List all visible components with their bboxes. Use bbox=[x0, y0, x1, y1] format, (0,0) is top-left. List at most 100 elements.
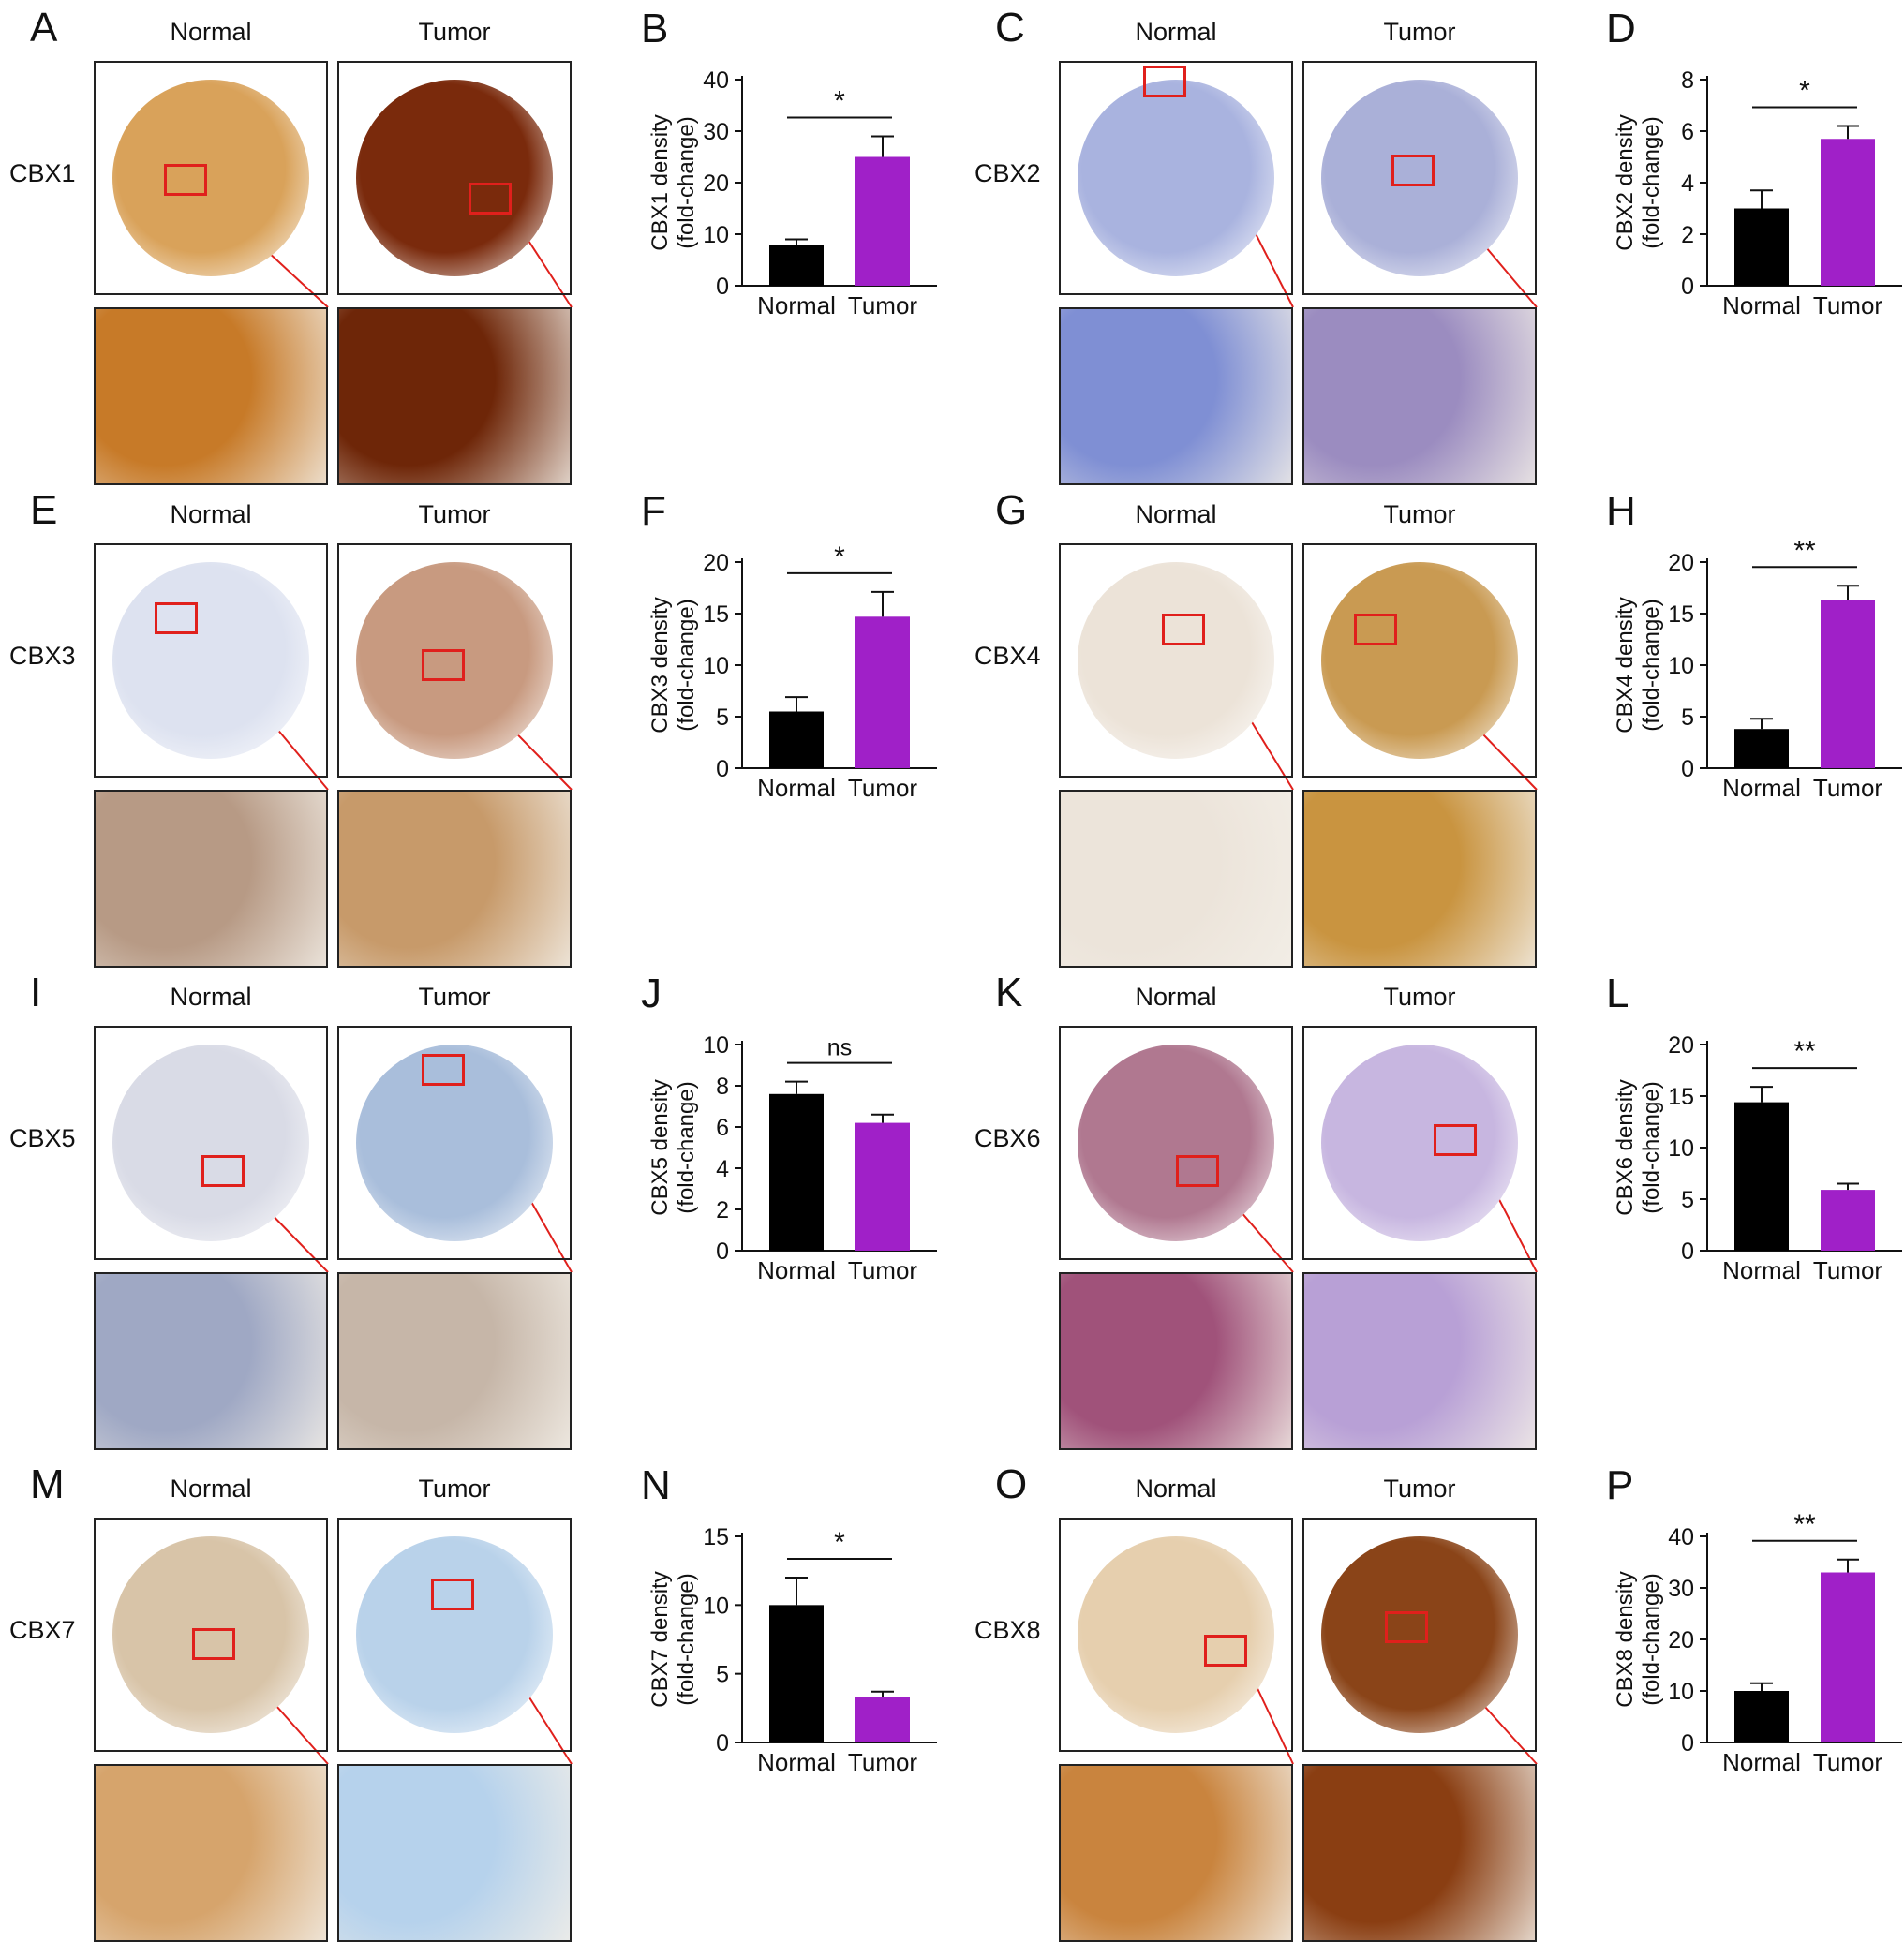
y-axis-label: CBX5 density bbox=[647, 1079, 673, 1215]
y-tick-label: 20 bbox=[1668, 1032, 1694, 1059]
tissue-core bbox=[356, 1045, 553, 1241]
bar-chart: P 0 10 20 30 40 CBX8 density (fold-change) Norma… bbox=[1606, 1462, 1902, 1776]
y-tick-label: 30 bbox=[1668, 1576, 1694, 1602]
y-tick-label: 15 bbox=[703, 601, 729, 628]
normal-tissue-core-image bbox=[94, 61, 328, 295]
tumor-label: Tumor bbox=[1383, 500, 1456, 528]
significance-marker: ** bbox=[1793, 1036, 1816, 1067]
y-axis-label: CBX8 density bbox=[1613, 1571, 1638, 1707]
y-tick-label: 20 bbox=[1668, 550, 1694, 576]
y-axis-label: (fold-change) bbox=[1639, 1081, 1664, 1213]
panel-letter: A bbox=[30, 5, 58, 51]
y-tick-label: 10 bbox=[703, 1593, 729, 1619]
tumor-label: Tumor bbox=[418, 18, 491, 46]
y-tick-label: 0 bbox=[1681, 274, 1694, 300]
tissue-core bbox=[112, 562, 309, 759]
tumor-zoom-image bbox=[337, 1764, 572, 1942]
normal-roi-box bbox=[201, 1154, 245, 1187]
panel-letter: L bbox=[1606, 971, 1629, 1016]
y-tick-label: 6 bbox=[1681, 119, 1694, 145]
tumor-tissue-core-image bbox=[337, 1518, 572, 1752]
y-tick-label: 10 bbox=[1668, 653, 1694, 679]
tumor-tissue-core-image bbox=[337, 61, 572, 295]
x-tick-label: Tumor bbox=[848, 291, 917, 319]
y-tick-label: 15 bbox=[703, 1524, 729, 1550]
normal-zoom-image bbox=[1059, 790, 1293, 968]
bar-chart: J 0 2 4 6 8 10 CBX5 density (fold-change) Normal T… bbox=[641, 971, 937, 1284]
x-tick-label: Normal bbox=[757, 291, 836, 319]
panel-letter: D bbox=[1606, 6, 1636, 52]
normal-zoom-image bbox=[94, 1272, 328, 1450]
bar-normal bbox=[769, 1605, 824, 1742]
panel-letter: P bbox=[1606, 1462, 1633, 1508]
bar-chart: D 0 2 4 6 8 CBX2 density (fold-change) Normal Tum… bbox=[1606, 6, 1902, 319]
y-tick-label: 15 bbox=[1668, 1084, 1694, 1110]
tissue-core bbox=[112, 1045, 309, 1241]
gene-label: CBX7 bbox=[9, 1616, 76, 1644]
tumor-roi-box bbox=[422, 1054, 465, 1086]
y-tick-label: 5 bbox=[716, 1662, 729, 1688]
tissue-core bbox=[112, 80, 309, 276]
y-axis-label: CBX3 density bbox=[647, 597, 673, 733]
normal-tissue-core-image bbox=[1059, 543, 1293, 778]
bar-tumor bbox=[855, 156, 910, 286]
y-axis-label: (fold-change) bbox=[674, 116, 699, 248]
x-tick-label: Normal bbox=[757, 1256, 836, 1284]
normal-zoom-image bbox=[94, 790, 328, 968]
y-tick-label: 4 bbox=[716, 1156, 729, 1182]
y-tick-label: 30 bbox=[703, 119, 729, 145]
bar-tumor bbox=[1821, 600, 1875, 768]
normal-tissue-core-image bbox=[1059, 1026, 1293, 1260]
x-tick-label: Tumor bbox=[1813, 1256, 1882, 1284]
y-tick-label: 0 bbox=[1681, 756, 1694, 782]
tissue-core bbox=[356, 562, 553, 759]
tissue-core bbox=[112, 1536, 309, 1733]
significance-marker: * bbox=[1799, 76, 1810, 107]
y-tick-label: 5 bbox=[1681, 704, 1694, 731]
tumor-zoom-image bbox=[337, 790, 572, 968]
normal-roi-box bbox=[1143, 66, 1186, 97]
bar-normal bbox=[769, 245, 824, 286]
normal-label: Normal bbox=[170, 18, 252, 46]
gene-label: CBX6 bbox=[974, 1124, 1041, 1152]
tissue-core bbox=[356, 80, 553, 276]
tumor-zoom-image bbox=[337, 1272, 572, 1450]
y-axis-label: (fold-change) bbox=[674, 599, 699, 731]
panel-letter: F bbox=[641, 488, 666, 534]
y-tick-label: 0 bbox=[716, 1238, 729, 1265]
tumor-roi-box bbox=[431, 1579, 474, 1610]
tumor-zoom-image bbox=[1302, 790, 1537, 968]
panel-letter: K bbox=[995, 970, 1023, 1015]
tumor-zoom-image bbox=[1302, 1764, 1537, 1942]
bar-chart: F 0 5 10 15 20 CBX3 density (fold-change) Normal… bbox=[641, 488, 937, 802]
y-axis-label: (fold-change) bbox=[674, 1081, 699, 1213]
panel-letter: B bbox=[641, 6, 668, 52]
panel-letter: J bbox=[641, 971, 662, 1016]
y-tick-label: 10 bbox=[1668, 1135, 1694, 1162]
x-tick-label: Normal bbox=[1722, 291, 1801, 319]
tumor-zoom-image bbox=[337, 307, 572, 485]
x-tick-label: Normal bbox=[757, 1748, 836, 1776]
y-axis-label: CBX6 density bbox=[1613, 1079, 1638, 1215]
y-tick-label: 2 bbox=[716, 1197, 729, 1223]
x-tick-label: Tumor bbox=[848, 1256, 917, 1284]
normal-roi-box bbox=[1176, 1154, 1219, 1187]
y-axis-label: (fold-change) bbox=[1639, 1573, 1664, 1705]
normal-zoom-image bbox=[94, 307, 328, 485]
bar-tumor bbox=[855, 616, 910, 768]
tumor-roi-box bbox=[1384, 1611, 1428, 1643]
y-tick-label: 40 bbox=[1668, 1524, 1694, 1550]
y-tick-label: 0 bbox=[716, 1730, 729, 1757]
tissue-core bbox=[1321, 1045, 1518, 1241]
normal-tissue-core-image bbox=[94, 543, 328, 778]
panel-letter: C bbox=[995, 5, 1025, 51]
tissue-core bbox=[356, 1536, 553, 1733]
tumor-roi-box bbox=[1354, 614, 1397, 645]
tissue-core bbox=[1078, 1045, 1274, 1241]
tumor-tissue-core-image bbox=[337, 543, 572, 778]
y-axis-label: (fold-change) bbox=[1639, 116, 1664, 248]
y-tick-label: 0 bbox=[716, 274, 729, 300]
normal-label: Normal bbox=[170, 1475, 252, 1503]
y-tick-label: 20 bbox=[703, 550, 729, 576]
bar-normal bbox=[769, 1093, 824, 1251]
